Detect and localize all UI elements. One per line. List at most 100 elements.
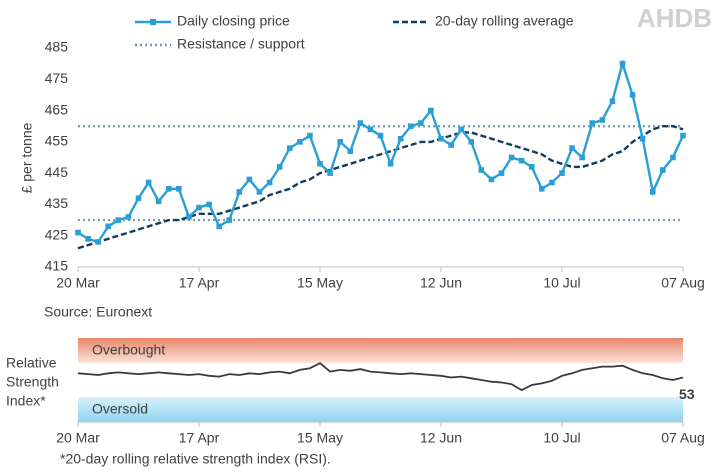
y-tick-label: 435 [45, 195, 69, 211]
marker [307, 132, 313, 139]
x-tick-label: 17 Apr [179, 275, 220, 291]
y-tick-label: 485 [45, 39, 69, 55]
zone-label: Oversold [92, 401, 148, 417]
marker [609, 98, 616, 104]
marker [660, 167, 666, 173]
y-tick-label: 475 [45, 70, 69, 86]
legend-label: Daily closing price [177, 13, 290, 29]
marker [649, 189, 656, 195]
x-tick-label: 10 Jul [543, 430, 580, 446]
marker [135, 195, 142, 201]
marker [488, 176, 495, 183]
marker [407, 123, 414, 130]
marker [95, 239, 101, 245]
marker [327, 170, 333, 176]
series-line [77, 125, 684, 250]
y-tick-label: 415 [45, 258, 69, 274]
marker [569, 145, 575, 151]
zone-label: Overbought [92, 342, 165, 358]
marker [559, 170, 565, 176]
marker [387, 160, 394, 167]
x-tick-label: 20 Mar [56, 275, 100, 291]
marker [508, 154, 515, 161]
marker [125, 214, 132, 220]
overbought-zone [78, 338, 683, 363]
marker [498, 170, 505, 176]
x-tick-label: 07 Aug [661, 275, 705, 291]
marker [337, 139, 343, 145]
y-tick-label: 465 [45, 101, 69, 117]
marker [176, 185, 182, 192]
marker [468, 139, 475, 145]
marker [549, 179, 555, 186]
logo: AHDB [637, 3, 712, 33]
marker [448, 142, 454, 148]
marker [286, 145, 293, 151]
rsi-label: Strength [6, 374, 59, 390]
marker [266, 179, 273, 186]
marker [145, 179, 152, 186]
marker [347, 148, 354, 155]
marker [236, 189, 243, 195]
marker [418, 120, 424, 126]
marker [377, 132, 384, 139]
marker [276, 164, 283, 170]
marker [297, 139, 303, 145]
marker [639, 135, 646, 142]
marker [317, 160, 323, 167]
rsi-label: Relative [6, 355, 57, 371]
last-value-label: 53 [679, 386, 695, 402]
marker [579, 154, 585, 161]
marker [155, 198, 162, 205]
marker [680, 132, 686, 139]
marker [619, 60, 626, 67]
marker [428, 107, 434, 114]
x-tick-label: 10 Jul [543, 275, 580, 291]
marker [165, 185, 172, 192]
x-tick-label: 12 Jun [420, 430, 462, 446]
marker [357, 120, 364, 126]
marker [670, 154, 676, 161]
marker [75, 229, 81, 236]
marker [85, 236, 91, 242]
oversold-zone [78, 397, 683, 422]
rsi-label: Index* [6, 393, 46, 409]
series-line [77, 59, 685, 244]
legend-label: Resistance / support [177, 36, 305, 52]
y-tick-label: 455 [45, 133, 69, 149]
x-tick-label: 07 Aug [661, 430, 705, 446]
y-tick-label: 425 [45, 226, 69, 242]
marker [367, 126, 374, 133]
marker [589, 120, 596, 126]
legend-label: 20-day rolling average [435, 13, 574, 29]
x-tick-label: 15 May [297, 275, 343, 291]
marker [206, 201, 212, 208]
marker [256, 189, 263, 195]
marker [528, 164, 535, 170]
marker [196, 204, 202, 211]
marker [105, 223, 112, 230]
marker [599, 117, 606, 123]
marker [397, 135, 404, 142]
marker [458, 126, 464, 133]
marker [629, 92, 636, 98]
footnote: *20-day rolling relative strength index … [60, 451, 331, 467]
marker [518, 157, 525, 164]
marker [438, 135, 444, 142]
x-tick-label: 20 Mar [56, 430, 100, 446]
marker [478, 167, 485, 173]
marker [226, 217, 233, 223]
y-tick-label: 445 [45, 164, 69, 180]
marker [246, 176, 253, 183]
legend-marker [150, 19, 156, 25]
y-axis-label: £ per tonne [19, 122, 35, 193]
marker [186, 214, 192, 220]
marker [216, 223, 222, 230]
rsi-line [77, 362, 684, 392]
marker [115, 217, 122, 223]
x-tick-label: 17 Apr [179, 430, 220, 446]
marker [539, 185, 545, 192]
x-tick-label: 12 Jun [420, 275, 462, 291]
x-tick-label: 15 May [297, 430, 343, 446]
